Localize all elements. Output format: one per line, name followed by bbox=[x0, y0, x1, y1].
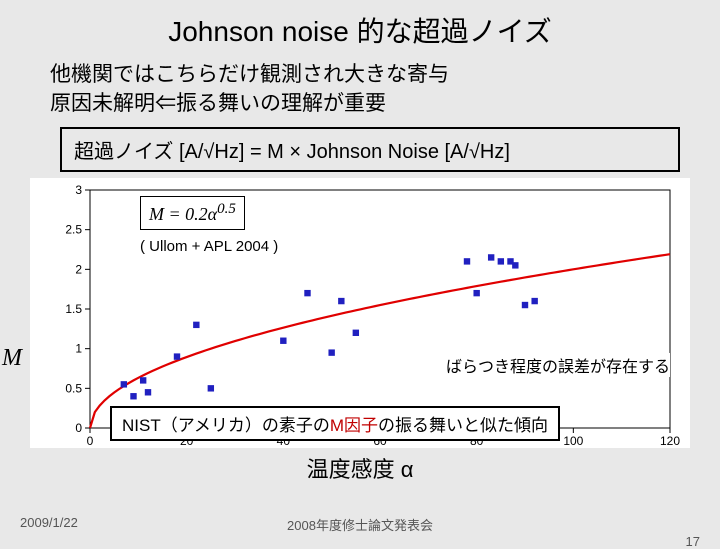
svg-text:1: 1 bbox=[75, 341, 82, 355]
footer-page: 17 bbox=[686, 534, 700, 549]
equation-text: M = 0.2α bbox=[149, 204, 217, 224]
nist-post: の振る舞いと似た傾向 bbox=[378, 416, 548, 435]
svg-text:120: 120 bbox=[660, 434, 680, 448]
citation: ( Ullom + APL 2004 ) bbox=[140, 238, 278, 255]
svg-text:100: 100 bbox=[563, 434, 583, 448]
svg-text:0.5: 0.5 bbox=[65, 381, 82, 395]
subtitle: 他機関ではこちらだけ観測され大きな寄与 原因未解明⇐振る舞いの理解が重要 bbox=[50, 60, 720, 119]
nist-pre: NIST（アメリカ）の素子の bbox=[122, 416, 330, 435]
subtitle-line1: 他機関ではこちらだけ観測され大きな寄与 bbox=[50, 63, 449, 86]
svg-text:3: 3 bbox=[75, 183, 82, 197]
scatter-note: ばらつき程度の誤差が存在する bbox=[446, 353, 670, 377]
formula-text: 超過ノイズ [A/√Hz] = M × Johnson Noise [A/√Hz… bbox=[74, 141, 510, 163]
nist-box: NIST（アメリカ）の素子のM因子の振る舞いと似た傾向 bbox=[110, 406, 560, 441]
svg-text:2.5: 2.5 bbox=[65, 222, 82, 236]
nist-m: M因子 bbox=[330, 416, 378, 435]
svg-text:0: 0 bbox=[75, 421, 82, 435]
formula-box: 超過ノイズ [A/√Hz] = M × Johnson Noise [A/√Hz… bbox=[60, 127, 680, 172]
page-title: Johnson noise 的な超過ノイズ bbox=[0, 0, 720, 50]
y-axis-label: M bbox=[2, 345, 22, 372]
subtitle-line2: 原因未解明⇐振る舞いの理解が重要 bbox=[50, 92, 386, 115]
x-axis-label: 温度感度 α bbox=[0, 452, 720, 484]
svg-text:1.5: 1.5 bbox=[65, 302, 82, 316]
equation-exp: 0.5 bbox=[217, 201, 236, 217]
footer: 2009/1/22 2008年度修士論文発表会 17 bbox=[0, 515, 720, 534]
footer-date: 2009/1/22 bbox=[20, 515, 78, 530]
footer-center: 2008年度修士論文発表会 bbox=[0, 515, 720, 534]
chart-container: 02040608010012000.511.522.53 M = 0.2α0.5… bbox=[30, 178, 690, 448]
equation-box: M = 0.2α0.5 bbox=[140, 196, 245, 230]
svg-text:2: 2 bbox=[75, 262, 82, 276]
svg-text:0: 0 bbox=[87, 434, 94, 448]
